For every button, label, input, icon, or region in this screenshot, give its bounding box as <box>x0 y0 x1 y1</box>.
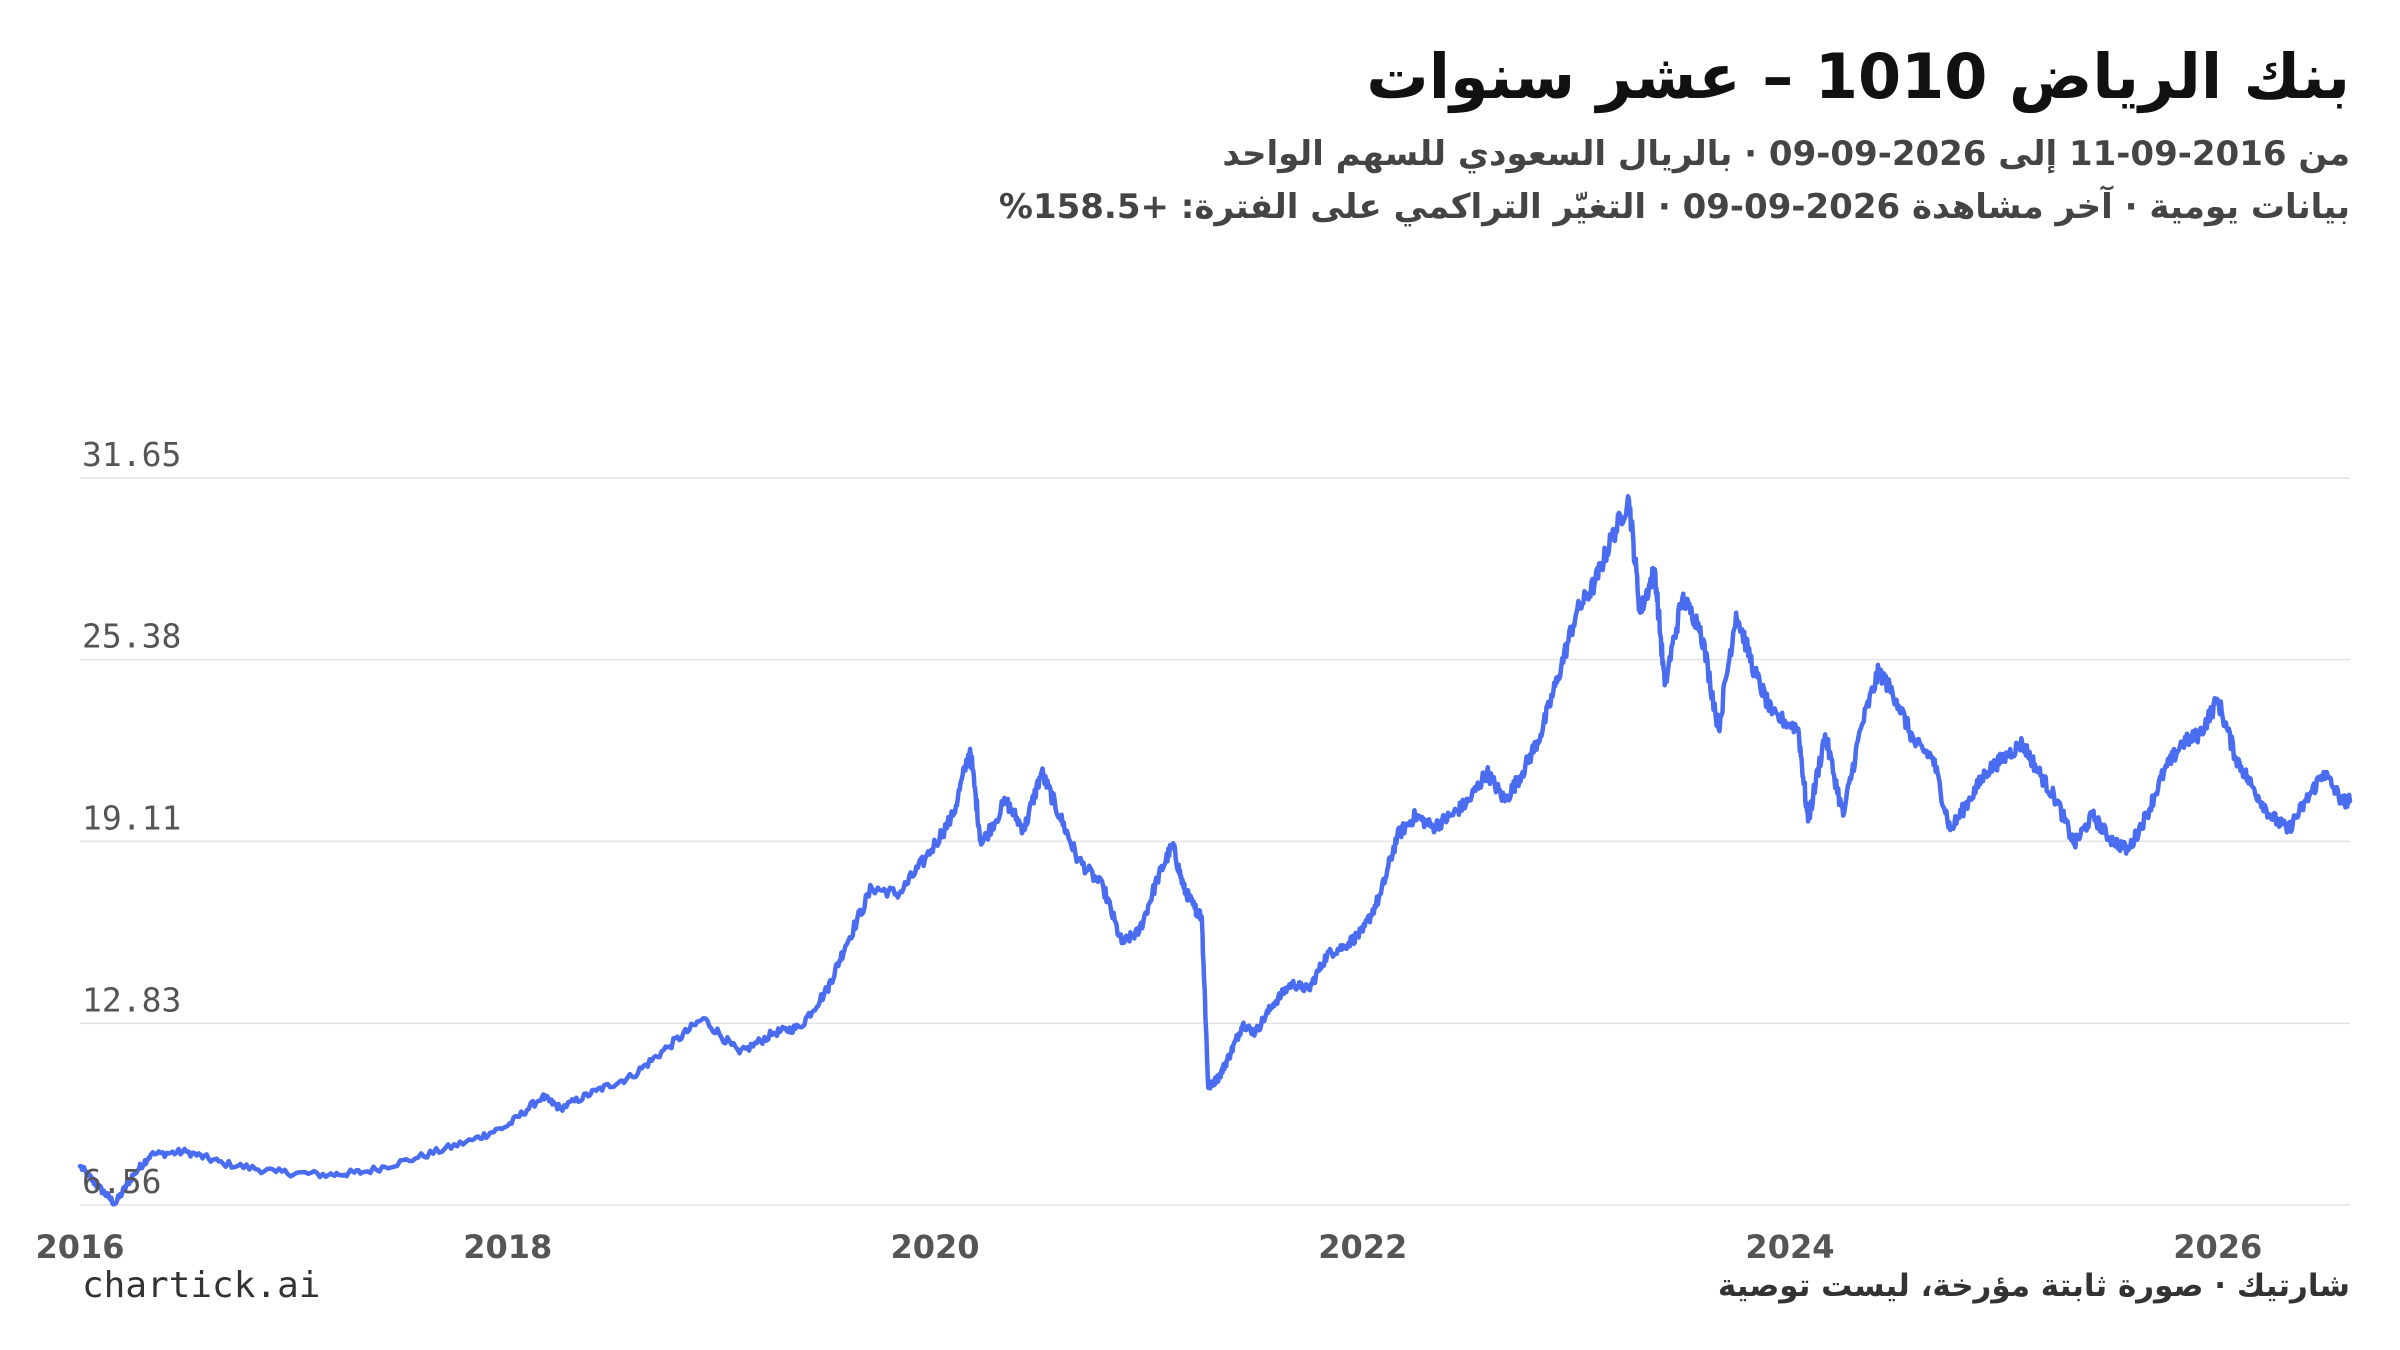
disclaimer-note: شارتيك · صورة ثابتة مؤرخة، ليست توصية <box>1717 1268 2350 1304</box>
x-tick-label: 2026 <box>2173 1228 2262 1266</box>
x-axis-labels: 2016 2018 2020 2022 2024 2026 <box>35 1228 2262 1266</box>
chart-subtitle-stats: بيانات يومية · آخر مشاهدة 2026-09-09 · ا… <box>998 187 2350 228</box>
chart-subtitle-range: من 2016-09-11 إلى 2026-09-09 · بالريال ا… <box>1222 134 2350 175</box>
y-tick-label: 12.83 <box>82 980 181 1019</box>
x-tick-label: 2018 <box>463 1228 552 1266</box>
price-line <box>77 494 2353 1207</box>
chart-header: بنك الرياض 1010 – عشر سنوات من 2016-09-1… <box>350 40 2350 234</box>
y-tick-label: 31.65 <box>82 435 181 474</box>
x-tick-label: 2024 <box>1745 1228 1834 1266</box>
x-tick-label: 2016 <box>35 1228 124 1266</box>
x-tick-label: 2022 <box>1318 1228 1407 1266</box>
x-tick-label: 2020 <box>890 1228 979 1266</box>
y-tick-label: 25.38 <box>82 617 181 656</box>
chart-title: بنك الرياض 1010 – عشر سنوات <box>1366 40 2350 113</box>
price-series <box>77 494 2353 1207</box>
y-tick-label: 6.56 <box>82 1162 161 1201</box>
y-axis-labels: 6.56 12.83 19.11 25.38 31.65 <box>82 435 181 1201</box>
grid-lines <box>80 477 2350 1206</box>
y-tick-label: 19.11 <box>82 798 181 837</box>
brand-label: chartick.ai <box>82 1265 321 1306</box>
